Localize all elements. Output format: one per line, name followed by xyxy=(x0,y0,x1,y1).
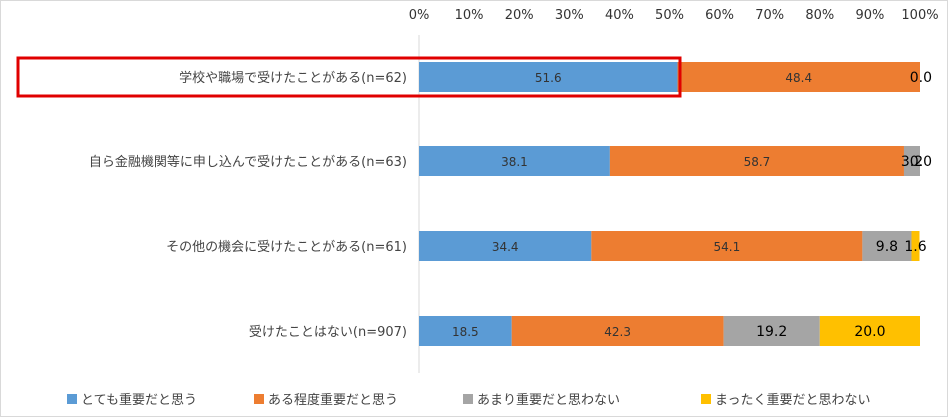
bar-segment xyxy=(609,146,904,176)
x-tick-label: 80% xyxy=(805,8,834,23)
x-tick-label: 90% xyxy=(855,8,884,23)
data-label: 0.0 xyxy=(910,70,932,86)
data-label: 34.4 xyxy=(492,240,519,254)
bar-segment xyxy=(862,231,912,261)
bar-segment xyxy=(419,146,610,176)
bar-segment xyxy=(903,146,920,176)
data-label: 51.6 xyxy=(535,71,562,85)
x-tick-label: 10% xyxy=(455,8,484,23)
data-label: 3.2 xyxy=(901,154,923,170)
data-label: 58.7 xyxy=(744,155,771,169)
legend-swatch xyxy=(701,394,711,404)
data-label: 9.8 xyxy=(876,239,898,255)
bar-segment xyxy=(419,231,592,261)
highlight-box xyxy=(16,56,682,98)
legend-label: まったく重要だと思わない xyxy=(715,392,870,408)
bar-segment xyxy=(911,231,920,261)
data-label: 18.5 xyxy=(452,325,479,339)
bar-segment xyxy=(677,62,920,92)
x-tick-label: 40% xyxy=(605,8,634,23)
data-label: 42.3 xyxy=(604,325,631,339)
data-label: 0.0 xyxy=(910,154,932,170)
data-label: 38.1 xyxy=(501,155,528,169)
legend-label: あまり重要だと思わない xyxy=(477,392,620,408)
data-label: 19.2 xyxy=(756,324,787,340)
legend-swatch xyxy=(463,394,473,404)
x-tick-label: 70% xyxy=(755,8,784,23)
bar-segment xyxy=(819,316,920,346)
category-label: 学校や職場で受けたことがある(n=62) xyxy=(179,70,407,86)
legend-label: ある程度重要だと思う xyxy=(268,392,398,408)
category-label: 受けたことはない(n=907) xyxy=(249,325,407,340)
category-label: 自ら金融機関等に申し込んで受けたことがある(n=63) xyxy=(89,154,407,170)
bar-segment xyxy=(419,316,512,346)
x-tick-label: 30% xyxy=(555,8,584,23)
data-label: 48.4 xyxy=(785,71,812,85)
bar-segment xyxy=(591,231,863,261)
x-tick-label: 100% xyxy=(901,8,938,23)
x-tick-label: 20% xyxy=(505,8,534,23)
data-label: 20.0 xyxy=(854,324,885,340)
legend-swatch xyxy=(254,394,264,404)
bar-segment xyxy=(723,316,820,346)
bar-segment xyxy=(419,62,678,92)
x-tick-label: 50% xyxy=(655,8,684,23)
legend-swatch xyxy=(67,394,77,404)
x-tick-label: 0% xyxy=(409,8,430,23)
bar-segment xyxy=(511,316,724,346)
x-tick-label: 60% xyxy=(705,8,734,23)
category-label: その他の機会に受けたことがある(n=61) xyxy=(166,240,407,255)
data-label: 54.1 xyxy=(714,240,741,254)
data-label: 1.6 xyxy=(904,239,926,255)
legend-label: とても重要だと思う xyxy=(81,392,197,408)
